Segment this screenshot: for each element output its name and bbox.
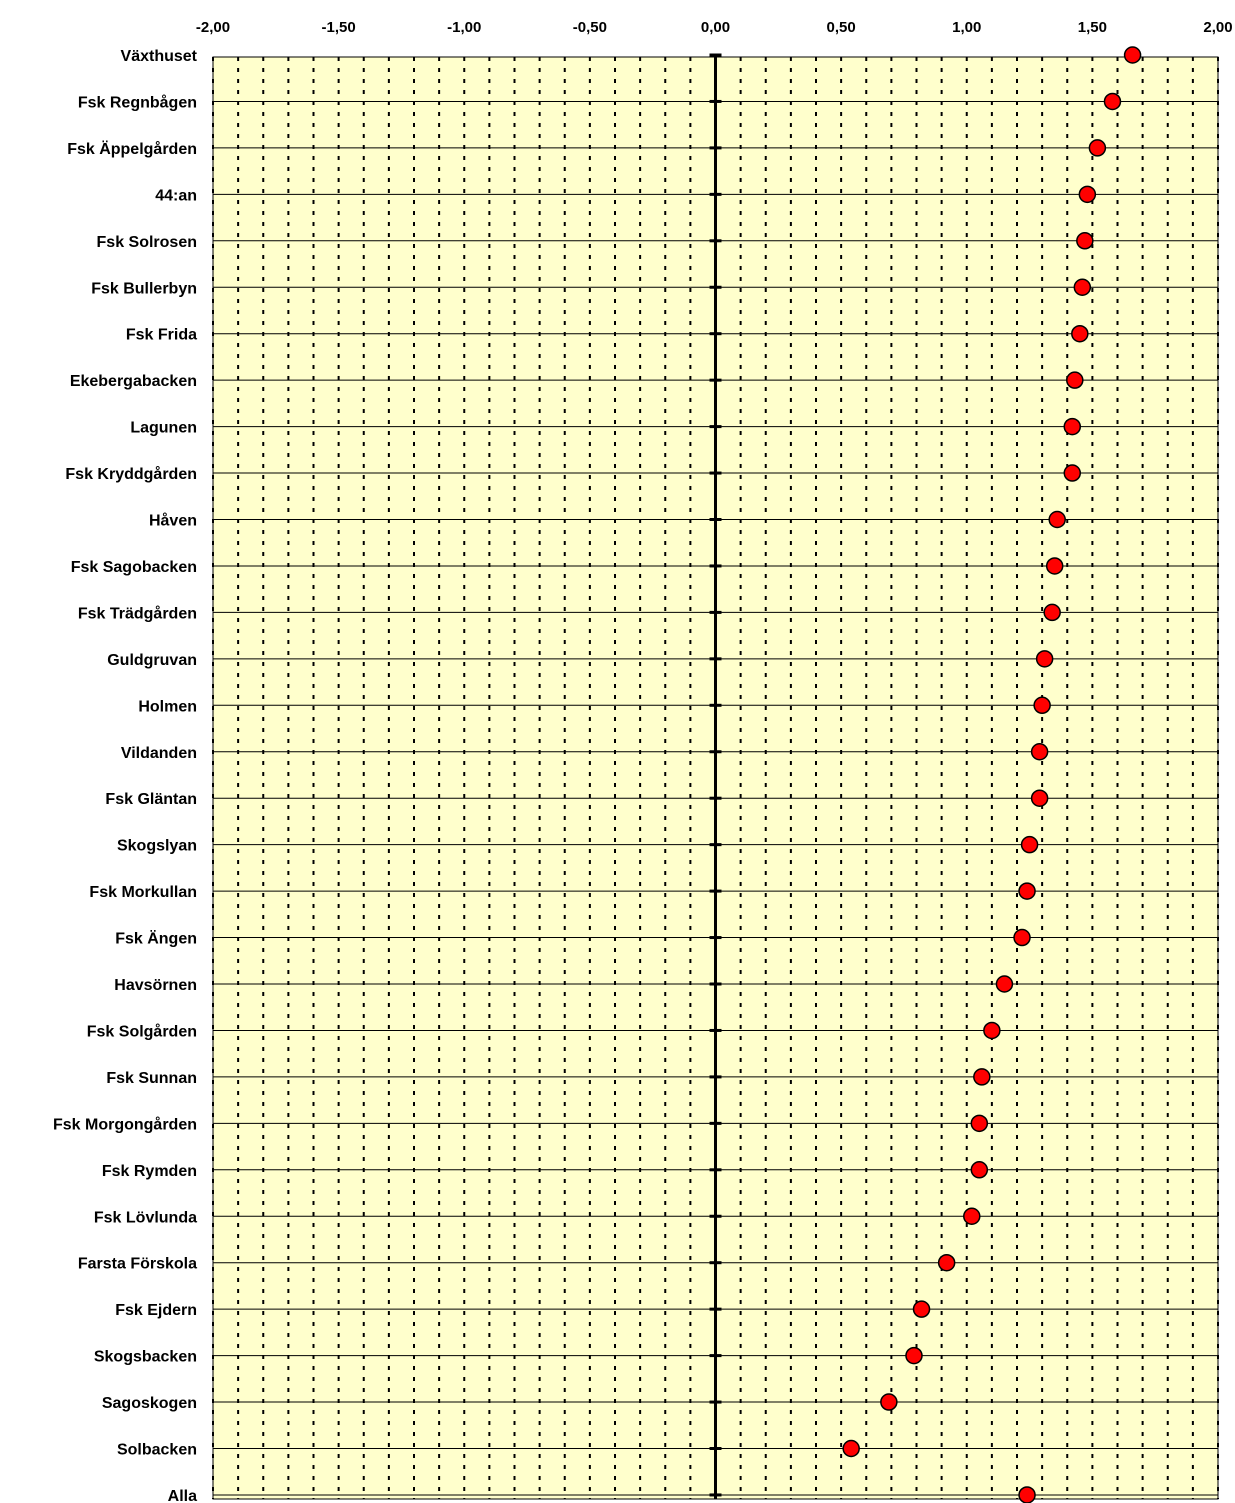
category-label: Fsk Kryddgården: [65, 465, 197, 483]
x-tick-label: 1,50: [1078, 19, 1107, 36]
category-label: Fsk Regnbågen: [78, 93, 197, 111]
data-point: [912, 1300, 931, 1318]
category-label: Fsk Rymden: [102, 1163, 197, 1180]
data-point: [1013, 928, 1031, 947]
data-point: [973, 1068, 991, 1086]
category-label: Ekebergabacken: [70, 373, 197, 390]
category-label: Sagoskogen: [102, 1395, 197, 1412]
category-label: Havsörnen: [114, 977, 197, 994]
data-point: [1033, 696, 1051, 715]
category-label: Solbacken: [117, 1442, 197, 1459]
category-label: Holmen: [138, 698, 197, 715]
category-label: Fsk Sunnan: [106, 1070, 197, 1087]
data-point: [1035, 650, 1054, 668]
data-point: [1043, 603, 1061, 622]
data-point: [1030, 743, 1049, 761]
category-labels: Växthuset Fsk Regnbågen Fsk Äppelgården 44:…: [53, 48, 198, 1503]
category-label: Fsk Ängen: [115, 930, 197, 948]
category-label: Fsk Solrosen: [97, 234, 197, 251]
category-label: Fsk Ejdern: [115, 1302, 197, 1319]
category-label: Fsk Bullerbyn: [91, 280, 197, 297]
data-point: [1076, 232, 1094, 250]
data-points: [842, 46, 1142, 1503]
data-point: [1063, 464, 1082, 482]
category-label: Alla: [168, 1488, 197, 1503]
category-label: 44:an: [155, 187, 197, 204]
category-label: Lagunen: [130, 420, 197, 437]
data-point: [937, 1253, 956, 1272]
data-point: [1088, 139, 1107, 157]
x-tick-label: 1,00: [952, 19, 981, 36]
category-label: Vildanden: [121, 745, 197, 762]
data-point: [842, 1439, 860, 1458]
data-point: [1063, 417, 1082, 436]
data-point: [880, 1393, 898, 1411]
category-label: Växthuset: [121, 48, 198, 65]
data-point: [970, 1114, 989, 1133]
data-point: [963, 1207, 981, 1225]
category-label: Fsk Gläntan: [105, 791, 197, 808]
data-point: [1078, 185, 1097, 204]
x-tick-label: 2,00: [1203, 19, 1232, 36]
plot-border: [212, 56, 1219, 1500]
data-point: [1045, 557, 1064, 575]
data-point: [1048, 510, 1066, 529]
data-point: [1103, 92, 1122, 111]
category-label: Håven: [149, 512, 197, 530]
x-tick-label: 0,50: [827, 19, 856, 36]
category-label: Skogsbacken: [94, 1349, 197, 1366]
category-label: Fsk Frida: [126, 327, 197, 344]
data-point: [1071, 324, 1089, 343]
x-tick-label: -0,50: [573, 19, 607, 36]
data-point: [905, 1346, 923, 1365]
x-tick-labels: -2,00 -1,50 -1,00 -0,50 0,00 0,50 1,00 1,50 2,00: [196, 19, 1233, 36]
category-label: Fsk Sagobacken: [71, 559, 197, 576]
category-label: Fsk Lövlunda: [94, 1209, 197, 1226]
data-point: [1073, 278, 1092, 296]
data-point: [995, 975, 1014, 993]
category-label: Fsk Morgongården: [53, 1115, 197, 1133]
data-point: [983, 1021, 1001, 1040]
data-point: [1020, 835, 1039, 854]
data-point: [1018, 1486, 1036, 1503]
x-tick-label: -1,00: [447, 19, 481, 36]
data-point: [1018, 882, 1036, 900]
x-tick-label: -2,00: [196, 19, 230, 36]
category-label: Fsk Morkullan: [89, 884, 197, 901]
x-tick-label: 0,00: [701, 19, 730, 36]
category-label: Fsk Äppelgården: [67, 140, 197, 158]
category-label: Farsta Förskola: [78, 1256, 197, 1273]
data-point: [1030, 789, 1049, 807]
data-point: [1066, 371, 1084, 389]
category-label: Fsk Trädgården: [78, 604, 197, 622]
category-label: Fsk Solgården: [87, 1022, 197, 1040]
data-point: [1123, 46, 1142, 64]
x-tick-label: -1,50: [322, 19, 356, 36]
category-label: Guldgruvan: [107, 652, 197, 669]
data-point: [970, 1161, 989, 1179]
category-label: Skogslyan: [117, 838, 197, 855]
